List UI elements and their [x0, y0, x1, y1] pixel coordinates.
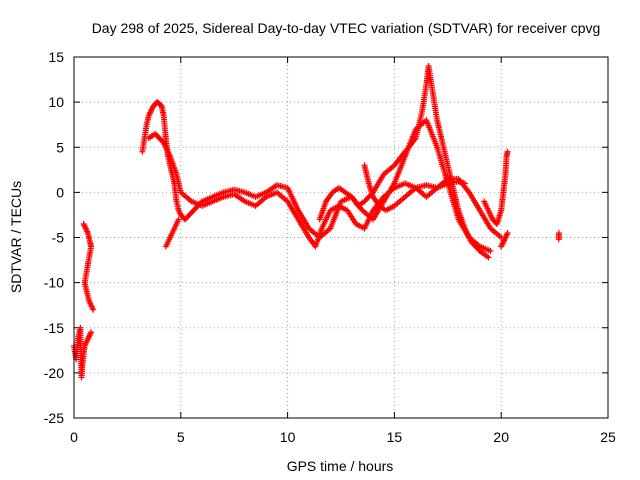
- data-point: [175, 216, 182, 223]
- x-tick-label: 25: [600, 429, 616, 445]
- plot-frame: [73, 56, 609, 419]
- x-tick-label: 5: [177, 429, 185, 445]
- y-tick-label: -25: [44, 410, 64, 426]
- data-point: [555, 236, 562, 243]
- x-tick-label: 0: [70, 429, 78, 445]
- x-axis-label: GPS time / hours: [287, 458, 394, 474]
- data-point: [88, 329, 95, 336]
- data-point: [504, 229, 511, 236]
- y-tick-label: 15: [48, 49, 64, 65]
- data-point: [90, 306, 97, 313]
- y-tick-label: 0: [56, 184, 64, 200]
- data-point: [504, 148, 511, 155]
- y-tick-label: -10: [44, 275, 64, 291]
- y-tick-label: -20: [44, 365, 64, 381]
- y-tick-label: -15: [44, 320, 64, 336]
- x-tick-label: 20: [493, 429, 509, 445]
- data-point: [487, 248, 494, 255]
- data-point: [461, 180, 468, 187]
- y-tick-label: 5: [56, 139, 64, 155]
- x-tick-label: 10: [280, 429, 296, 445]
- grid: [74, 57, 608, 418]
- y-tick-label: 10: [48, 94, 64, 110]
- y-axis-label: SDTVAR / TECUs: [8, 181, 24, 293]
- y-tick-label: -5: [52, 230, 65, 246]
- data-points: [71, 63, 562, 381]
- x-tick-label: 15: [387, 429, 403, 445]
- data-point: [485, 254, 492, 261]
- chart-title: Day 298 of 2025, Sidereal Day-to-day VTE…: [92, 20, 601, 36]
- tick-labels: 0 5 10 15 20 25 -25 -20 -15 -10 -5 0 5 10 15: [44, 49, 616, 445]
